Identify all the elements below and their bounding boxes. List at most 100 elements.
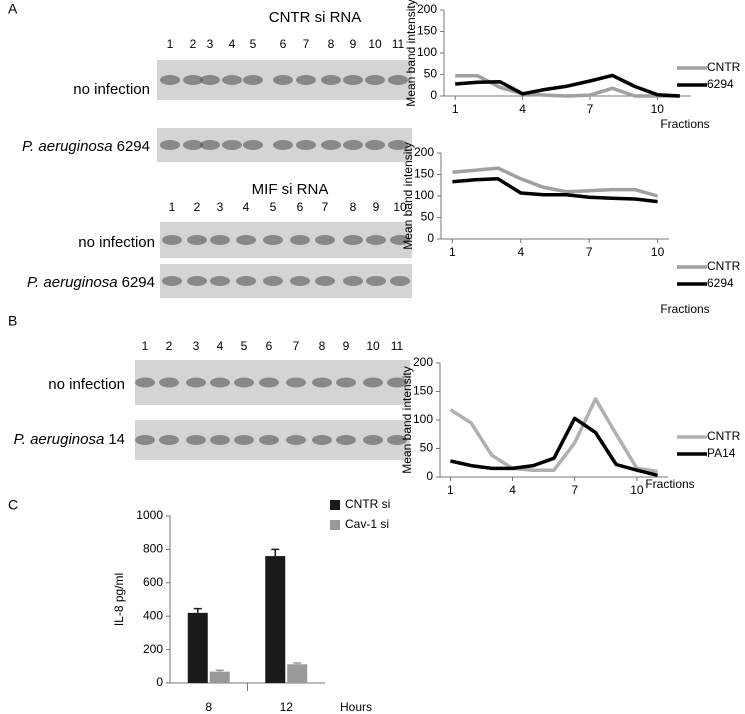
blot-band: [162, 276, 182, 286]
blot-band: [343, 75, 363, 85]
blot-band: [135, 377, 155, 388]
lane-number: 6: [266, 339, 273, 353]
organism: P. aeruginosa: [27, 274, 118, 291]
x-axis-label: Fractions: [660, 117, 709, 131]
lane-number: 3: [207, 37, 214, 51]
lane-number: 8: [350, 200, 357, 214]
lane-number: 4: [229, 37, 236, 51]
organism: P. aeruginosa: [14, 431, 105, 448]
y-tick-label: 50: [424, 67, 438, 81]
legend-swatch: [330, 500, 340, 510]
lane-number: 7: [322, 200, 329, 214]
blot-band: [286, 435, 306, 445]
lane-number: 6: [297, 200, 304, 214]
lane-number: 5: [241, 339, 248, 353]
y-tick-label: 0: [427, 231, 434, 245]
error-bar: [193, 607, 202, 613]
blot-band: [187, 276, 207, 286]
series-line: [450, 416, 659, 477]
y-tick-label: 150: [413, 384, 433, 398]
lane-number: 8: [328, 37, 335, 51]
x-tick-label: 4: [509, 483, 516, 497]
blot-band: [263, 276, 283, 286]
lane-number: 9: [343, 339, 350, 353]
legend-label: CNTR: [707, 60, 741, 74]
x-tick-label: 10: [630, 483, 644, 497]
y-axis-label: Mean band intensity: [401, 142, 415, 249]
legend-label: 6294: [707, 77, 734, 91]
x-tick-label: 7: [571, 483, 578, 497]
blot-band: [387, 377, 407, 388]
row-label: no infection: [73, 81, 150, 98]
lane-number: 10: [366, 339, 380, 353]
lane-number: 11: [392, 37, 405, 51]
row-label: P. aeruginosa 6294: [27, 274, 155, 291]
lane-number: 8: [319, 339, 326, 353]
series-line: [452, 166, 659, 198]
blot-band: [200, 75, 220, 85]
row-label: P. aeruginosa 14: [14, 431, 125, 448]
lane-number: 2: [166, 339, 173, 353]
blot-band: [243, 140, 263, 150]
blot-band: [160, 140, 180, 150]
y-tick-label: 50: [421, 210, 435, 224]
blot-band: [388, 140, 408, 150]
y-axis-label: IL-8 pg/ml: [112, 573, 126, 626]
x-axis-label: Fractions: [645, 477, 694, 491]
bar: [187, 612, 208, 683]
blot-band: [135, 435, 155, 445]
y-tick-label: 800: [143, 542, 163, 556]
blot-band: [236, 235, 256, 245]
x-tick-label: 10: [651, 102, 665, 116]
blot-band: [234, 435, 254, 445]
y-axis-label: Mean band intensity: [404, 0, 418, 107]
blot-band: [210, 235, 230, 245]
lane-number: 10: [368, 37, 382, 51]
x-tick-label: 10: [651, 245, 665, 259]
blot-band: [183, 75, 203, 85]
error-bar: [271, 548, 280, 557]
panel-letter: A: [8, 1, 18, 17]
legend-label: 6294: [707, 276, 734, 290]
blot-band: [365, 140, 385, 150]
blot-band: [243, 75, 263, 85]
blot-band: [186, 377, 206, 388]
blot-band: [160, 75, 180, 85]
blot-band: [343, 140, 363, 150]
y-tick-label: 400: [143, 608, 163, 622]
x-tick-label: 1: [449, 245, 456, 259]
blot-band: [236, 276, 256, 286]
blot-band: [363, 435, 383, 445]
x-tick-label: 4: [517, 245, 524, 259]
bar: [209, 671, 230, 683]
blot-band: [259, 435, 279, 445]
bar: [287, 664, 308, 683]
legend-label: CNTR si: [345, 497, 390, 511]
lane-number: 5: [250, 37, 257, 51]
blot-band: [234, 377, 254, 388]
blot-band: [312, 435, 332, 445]
error-bar: [293, 662, 302, 665]
blot-band: [366, 276, 386, 286]
blot-band: [390, 235, 410, 245]
blot-band: [315, 276, 335, 286]
x-tick-label: 7: [587, 102, 594, 116]
blot-band: [222, 75, 242, 85]
y-tick-label: 600: [143, 575, 163, 589]
blot-band: [210, 377, 230, 388]
blot-band: [388, 75, 408, 85]
lane-number: 5: [270, 200, 277, 214]
x-axis-label: Hours: [340, 700, 372, 714]
blot-band: [296, 75, 316, 85]
lane-number: 6: [280, 37, 287, 51]
blot-band: [290, 276, 310, 286]
blot-title: MIF si RNA: [252, 181, 329, 198]
blot-band: [162, 235, 182, 245]
strain: 6294: [117, 138, 150, 155]
blot-band: [290, 235, 310, 245]
x-tick-label: 1: [452, 102, 459, 116]
blot-band: [315, 235, 335, 245]
lane-number: 3: [193, 339, 200, 353]
blot-band: [343, 235, 363, 245]
